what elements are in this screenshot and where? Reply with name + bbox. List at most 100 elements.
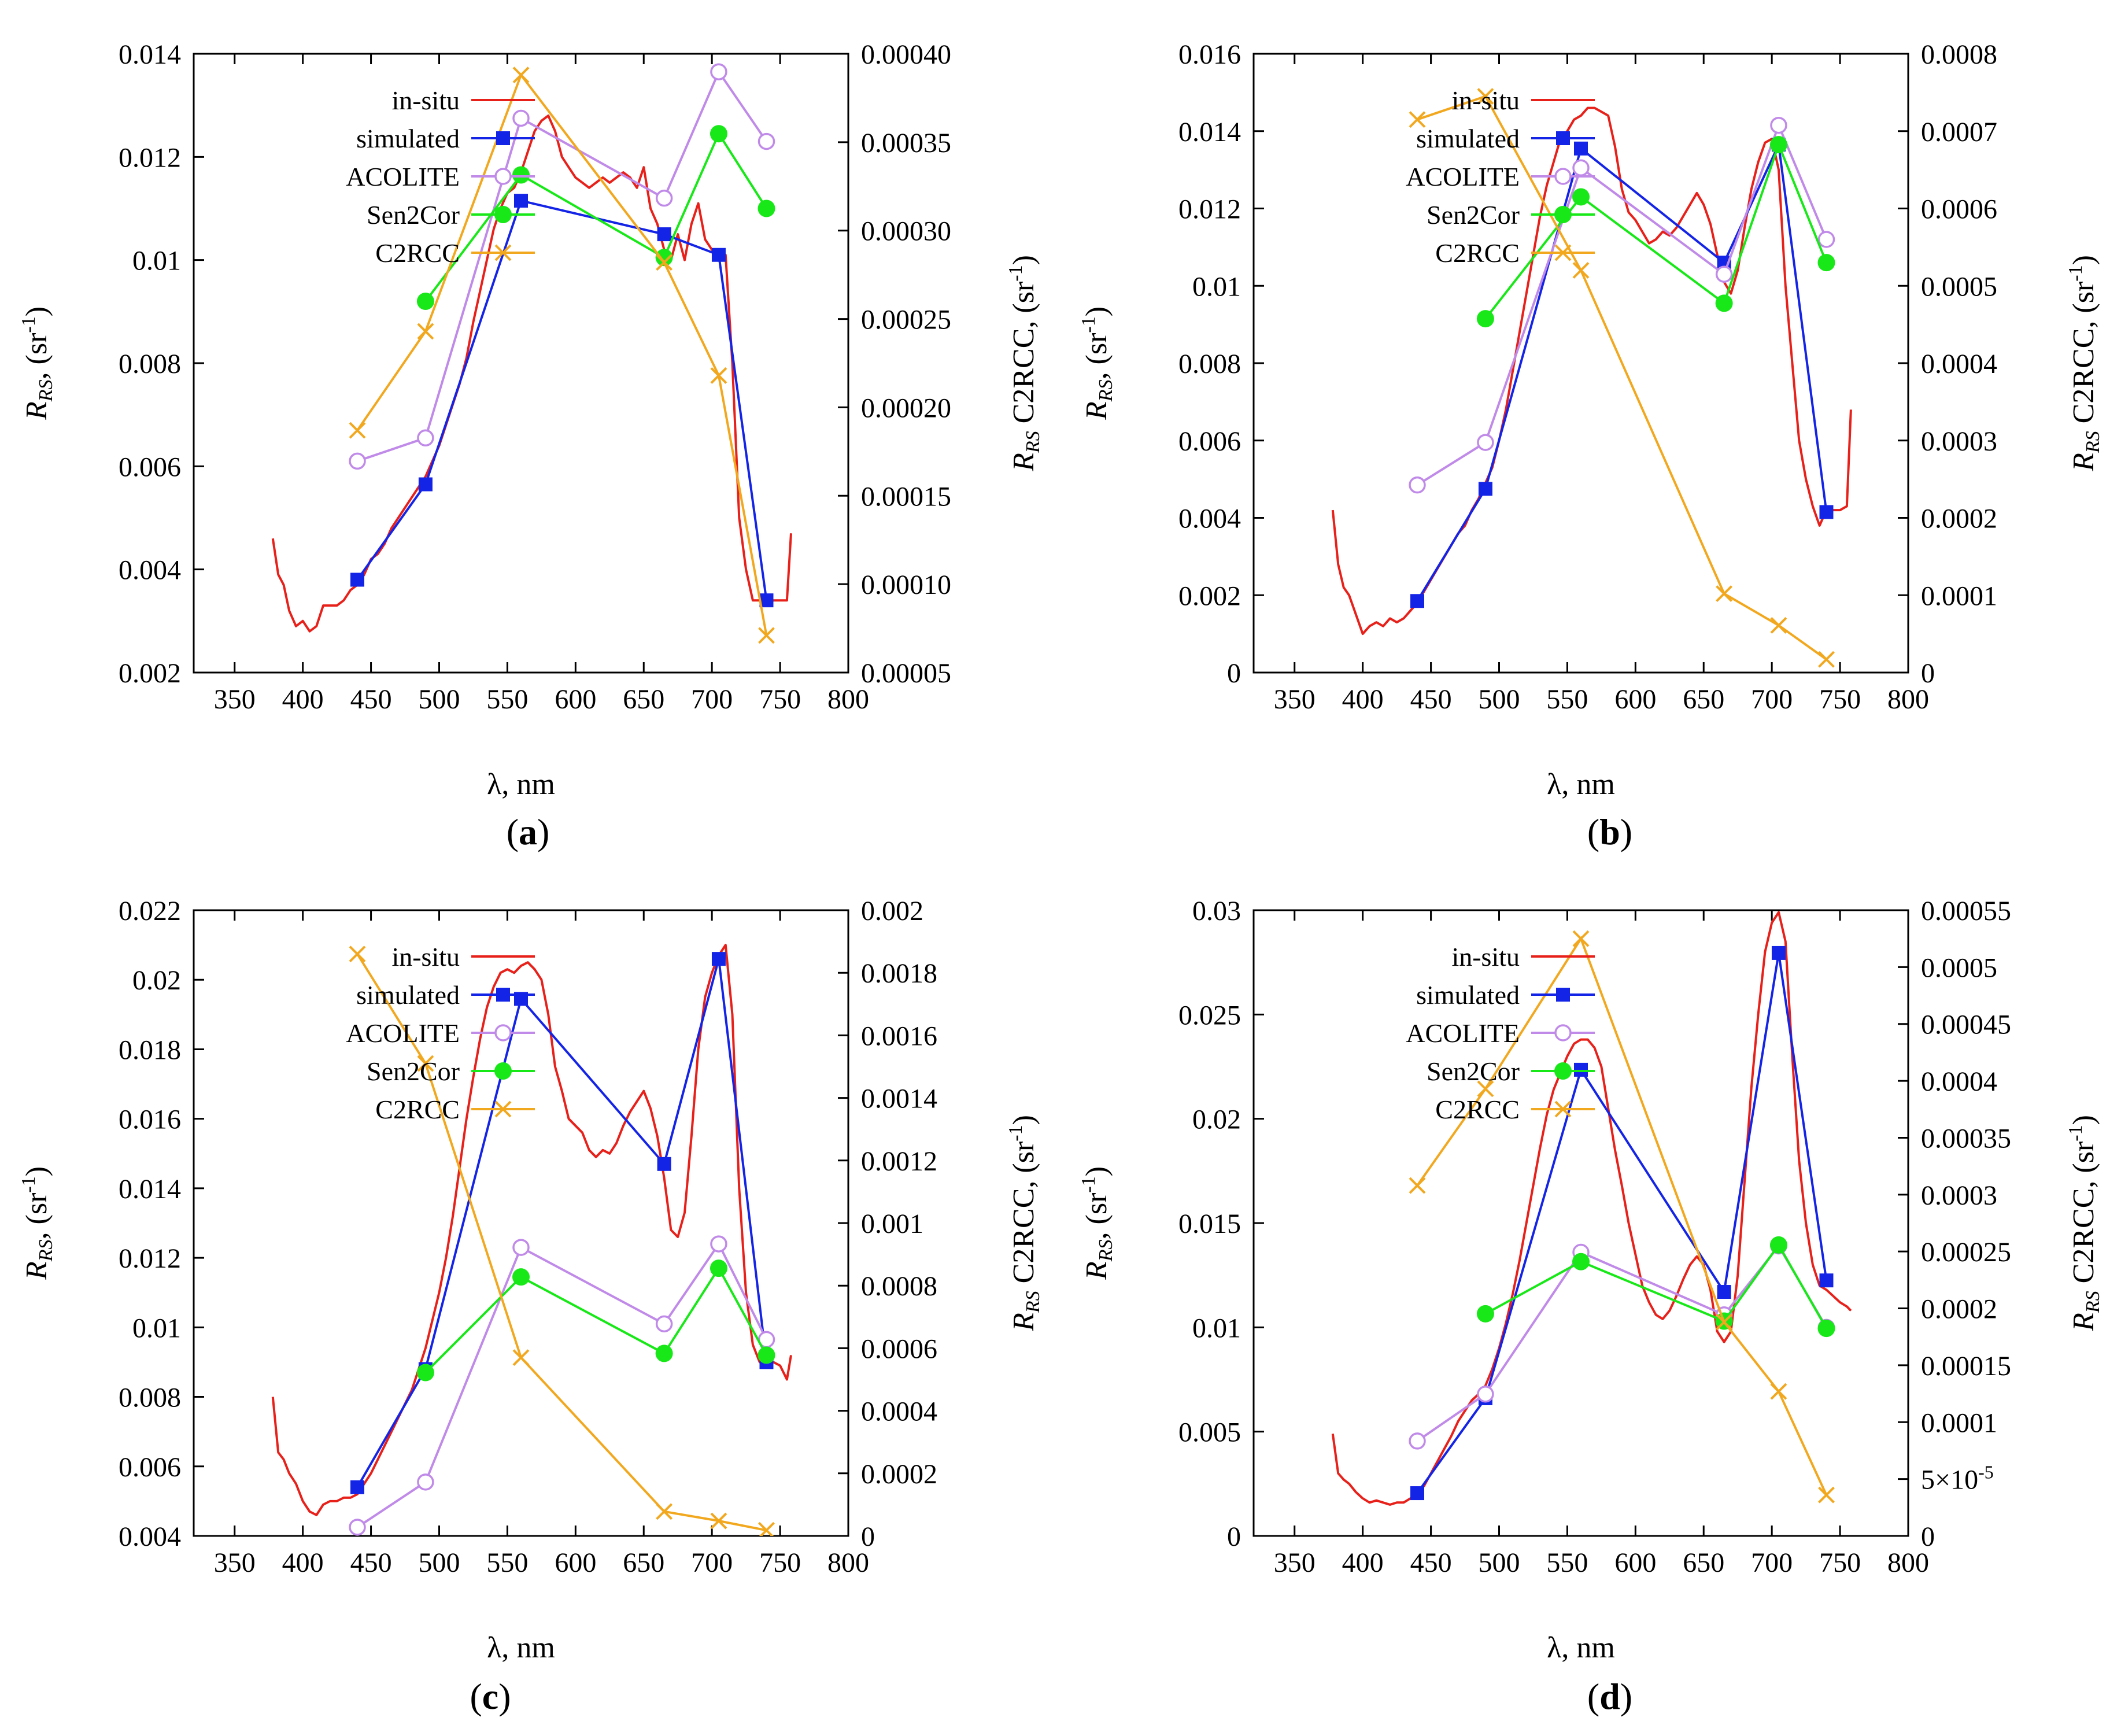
panel-caption: (b): [1587, 811, 1632, 852]
x-axis-label: λ, nm: [1547, 1631, 1615, 1664]
y-left-tick-label: 0: [1227, 1521, 1241, 1552]
c2rcc-point: [710, 367, 727, 384]
y-right-tick-label: 0.0001: [1921, 581, 1997, 611]
y-left-tick-label: 0.014: [119, 39, 181, 70]
acolite-series-line: [356, 1242, 768, 1528]
y-left-tick-label: 0.016: [1178, 39, 1241, 70]
y-right-tick-label: 0.0002: [1921, 1294, 1997, 1325]
x-tick-label: 400: [282, 1547, 324, 1578]
legend-marker-c2rcc: [1554, 1100, 1572, 1118]
panel-caption: (c): [470, 1676, 511, 1717]
x-axis-label: λ, nm: [1547, 768, 1615, 801]
sen2cor-point: [1817, 254, 1835, 272]
x-tick-label: 550: [1546, 684, 1588, 715]
x-tick-label: 600: [555, 1547, 596, 1578]
y-right-tick-label: 0.0005: [1921, 952, 1997, 983]
sen2cor-point: [1769, 136, 1787, 154]
c2rcc-point-stroke: [1770, 616, 1787, 634]
x-tick-label: 450: [1410, 1547, 1452, 1578]
y-right-axis-label: RRS C2RCC, (sr-1): [2065, 255, 2104, 472]
x-tick-label: 450: [350, 684, 392, 715]
y-left-tick-label: 0.002: [1178, 581, 1241, 611]
legend-label-c2rcc: C2RCC: [375, 238, 460, 268]
y-left-tick-label: 0.006: [1178, 426, 1241, 457]
simulated-point: [1819, 1273, 1834, 1288]
sen2cor-point: [710, 1259, 727, 1277]
x-tick-label: 750: [759, 684, 801, 715]
legend-marker-acolite: [1554, 168, 1572, 185]
legend-label-in-situ: in-situ: [391, 86, 460, 115]
y-left-tick-label: 0.008: [1178, 349, 1241, 379]
y-left-axis-label: RRS, (sr-1): [18, 306, 57, 420]
c2rcc-point-stroke: [1818, 651, 1835, 668]
acolite-point: [417, 1473, 434, 1491]
c2rcc-series-line: [1416, 936, 1828, 1496]
x-tick-label: 650: [623, 684, 664, 715]
y-left-tick-label: 0.002: [119, 658, 181, 689]
simulated-point: [657, 227, 671, 242]
legend-label-in-situ: in-situ: [391, 942, 460, 972]
c2rcc-point-stroke: [710, 1512, 727, 1530]
x-tick-label: 750: [1819, 684, 1861, 715]
x-tick-label: 550: [486, 684, 528, 715]
y-left-tick-label: 0.004: [119, 555, 181, 586]
sen2cor-point: [1715, 294, 1733, 312]
acolite-point: [710, 63, 727, 80]
panel-caption: (d): [1587, 1676, 1632, 1717]
c2rcc-point: [512, 67, 530, 84]
x-tick-label: 500: [1479, 1547, 1520, 1578]
c2rcc-point: [656, 254, 673, 271]
legend-marker-sen2cor: [1554, 206, 1572, 223]
legend-marker-c2rcc: [494, 244, 512, 261]
acolite-point: [1817, 231, 1835, 248]
simulated-point: [711, 952, 726, 966]
simulated-point: [418, 477, 433, 492]
y-right-tick-label: 0.00015: [861, 481, 951, 512]
x-tick-label: 350: [214, 1547, 256, 1578]
y-right-tick-label: 0.0002: [861, 1459, 937, 1490]
c2rcc-point-stroke: [1770, 1383, 1787, 1400]
x-tick-label: 650: [1683, 684, 1724, 715]
y-right-tick-label: 0.00015: [1921, 1351, 2011, 1382]
acolite-point: [349, 452, 366, 470]
x-tick-label: 700: [1751, 684, 1793, 715]
legend-marker-c2rcc-stroke: [1554, 244, 1572, 261]
simulated-series-line: [1416, 952, 1828, 1494]
c2rcc-point: [349, 945, 366, 963]
y-left-tick-label: 0.018: [119, 1035, 181, 1065]
c2rcc-point: [1572, 930, 1590, 947]
simulated-point: [1410, 1486, 1424, 1501]
c2rcc-point: [758, 1521, 775, 1536]
plot-area: [1331, 911, 1852, 1506]
x-tick-label: 750: [1819, 1547, 1861, 1578]
c2rcc-point: [710, 1512, 727, 1530]
x-tick-label: 450: [1410, 684, 1452, 715]
legend-label-c2rcc: C2RCC: [1435, 1095, 1520, 1124]
y-right-tick-label: 0.00010: [861, 570, 951, 600]
c2rcc-series-line: [356, 72, 768, 636]
y-right-tick-label: 0.0008: [1921, 39, 1997, 70]
acolite-point: [349, 1519, 366, 1536]
y-right-tick-label: 0.00035: [861, 128, 951, 158]
legend-marker-simulated: [1556, 988, 1570, 1002]
legend-label-acolite: ACOLITE: [1406, 162, 1520, 191]
sen2cor-point: [758, 200, 775, 217]
c2rcc-series-line: [356, 953, 767, 1532]
legend-label-acolite: ACOLITE: [1406, 1018, 1520, 1048]
x-tick-label: 700: [691, 1547, 733, 1578]
y-left-tick-label: 0.004: [1178, 504, 1241, 534]
x-tick-label: 500: [419, 1547, 460, 1578]
y-right-tick-label: 0.0006: [1921, 194, 1997, 225]
y-left-tick-label: 0.012: [1178, 194, 1241, 225]
y-left-tick-label: 0: [1227, 658, 1241, 689]
x-tick-label: 600: [555, 684, 596, 715]
c2rcc-point-stroke: [349, 945, 366, 963]
c2rcc-point-stroke: [1409, 111, 1426, 128]
sen2cor-point: [1769, 1236, 1787, 1254]
y-right-tick-label: 0.001: [861, 1209, 923, 1239]
c2rcc-point: [656, 1503, 673, 1520]
plot-area: [1331, 88, 1852, 668]
c2rcc-point-stroke: [417, 323, 434, 340]
c2rcc-point: [1770, 1383, 1787, 1400]
